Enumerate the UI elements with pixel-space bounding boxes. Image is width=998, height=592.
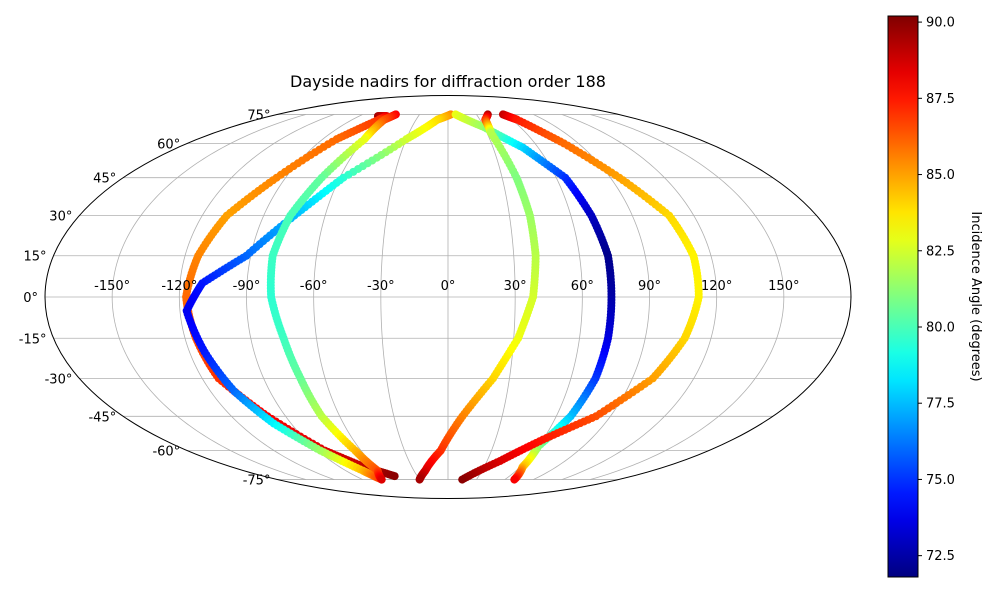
track-point — [377, 475, 386, 484]
track-point — [390, 472, 399, 481]
data-points — [182, 110, 703, 484]
latitude-tick-label: -45° — [88, 410, 116, 425]
longitude-tick-label: 90° — [638, 279, 661, 294]
latitude-tick-label: -15° — [19, 332, 47, 347]
longitude-tick-label: -60° — [300, 279, 328, 294]
colorbar-label: Incidence Angle (degrees) — [968, 211, 983, 381]
latitude-tick-label: 30° — [49, 210, 72, 225]
colorbar-tick-label: 82.5 — [926, 244, 955, 259]
map-outline — [44, 95, 852, 499]
colorbar-tick-label: 75.0 — [926, 473, 955, 488]
longitude-labels: -150° -120° -90° -60° -30° 0° 30° 60° 90° 120° 150… — [94, 279, 799, 294]
meridian-line — [476, 114, 516, 480]
meridian-line — [178, 114, 335, 480]
longitude-tick-label: -90° — [233, 279, 261, 294]
track-point — [415, 475, 424, 484]
meridian-line — [589, 114, 785, 480]
longitude-tick-label: -30° — [367, 279, 395, 294]
longitude-tick-label: 60° — [571, 279, 594, 294]
chart-title: Dayside nadirs for diffraction order 188 — [290, 72, 606, 91]
longitude-tick-label: 0° — [441, 279, 456, 294]
colorbar-gradient — [887, 15, 919, 578]
longitude-tick-label: -150° — [94, 279, 130, 294]
colorbar: 72.5 75.0 77.5 80.0 82.5 85.0 87.5 90.0 — [887, 15, 955, 578]
colorbar-tick-label: 85.0 — [926, 168, 955, 183]
colorbar-tick-label: 87.5 — [926, 92, 955, 107]
track-point — [510, 475, 519, 484]
meridian-line — [313, 114, 392, 480]
latitude-tick-label: 45° — [93, 172, 116, 187]
latitude-tick-label: -60° — [152, 445, 180, 460]
meridian-line — [380, 114, 420, 480]
longitude-tick-label: 120° — [701, 279, 732, 294]
latitude-tick-label: 60° — [157, 137, 180, 152]
latitude-tick-label: -30° — [45, 372, 73, 387]
longitude-tick-label: 30° — [504, 279, 527, 294]
colorbar-tick-label: 72.5 — [926, 549, 955, 564]
meridian-line — [561, 114, 718, 480]
meridian-line — [111, 114, 307, 480]
latitude-labels: 75° 60° 45° 30° 15° 0° -15° -30° -45° -60° -75° — [19, 108, 271, 488]
latitude-tick-label: 15° — [23, 250, 46, 265]
colorbar-tick-label: 90.0 — [926, 16, 955, 31]
latitude-tick-label: 75° — [247, 108, 270, 123]
track-point — [458, 475, 467, 484]
graticule — [45, 114, 851, 480]
colorbar-tick-label: 80.0 — [926, 320, 955, 335]
latitude-tick-label: 0° — [23, 291, 38, 306]
colorbar-tick-label: 77.5 — [926, 397, 955, 412]
latitude-tick-label: -75° — [243, 474, 271, 489]
longitude-tick-label: 150° — [768, 279, 799, 294]
longitude-tick-label: -120° — [161, 279, 197, 294]
